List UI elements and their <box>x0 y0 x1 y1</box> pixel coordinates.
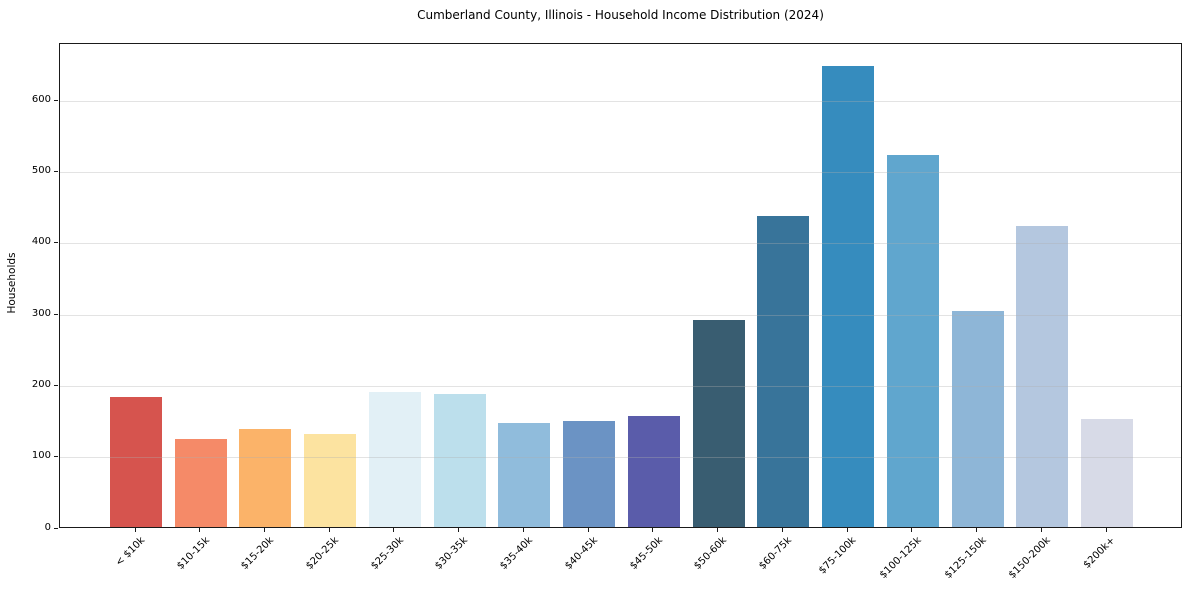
y-tick-mark <box>54 99 58 101</box>
x-tick-mark <box>134 528 136 532</box>
y-tick-mark <box>54 170 58 172</box>
bar-$45-50k <box>627 415 680 527</box>
x-tick-label-text: $60-75k <box>757 535 795 572</box>
x-tick-mark <box>911 528 913 532</box>
y-tick-label: 0 <box>44 521 51 533</box>
y-tick-label: 100 <box>31 450 51 462</box>
bar-$75-100k <box>822 66 875 527</box>
y-tick-mark <box>54 527 58 529</box>
bar-< $10k <box>110 397 162 527</box>
gridline-300 <box>60 314 1181 316</box>
x-tick-label-text: $75-100k <box>817 535 859 577</box>
bar-$100-125k <box>886 155 939 527</box>
x-tick-mark <box>1040 528 1042 532</box>
bar-$25-30k <box>368 392 421 527</box>
y-tick-mark <box>54 384 58 386</box>
x-tick-label-text: $200k+ <box>1081 535 1118 571</box>
x-tick-mark <box>328 528 330 532</box>
bar-$125-150k <box>951 310 1004 527</box>
bar-$50-60k <box>692 320 745 527</box>
gridline-200 <box>60 385 1181 387</box>
bar-$10-15k <box>174 439 227 527</box>
bar-$150-200k <box>1016 226 1069 527</box>
x-tick-label-text: $30-35k <box>433 535 471 572</box>
y-tick-mark <box>54 242 58 244</box>
x-tick-mark <box>781 528 783 532</box>
x-tick-mark <box>458 528 460 532</box>
x-tick-mark <box>846 528 848 532</box>
x-tick-label-text: $20-25k <box>304 535 341 572</box>
x-tick-mark <box>263 528 265 532</box>
x-tick-mark <box>1105 528 1107 532</box>
x-tick-mark <box>976 528 978 532</box>
plot-area <box>59 43 1182 528</box>
bar-$200k+ <box>1081 419 1133 527</box>
x-tick-label-text: $25-30k <box>368 535 406 572</box>
y-tick-label: 300 <box>31 307 51 319</box>
gridline-400 <box>60 243 1181 245</box>
x-tick-mark <box>393 528 395 532</box>
chart-title: Cumberland County, Illinois - Household … <box>417 8 824 22</box>
x-tick-mark <box>199 528 201 532</box>
bar-$35-40k <box>498 422 551 527</box>
y-tick-label: 500 <box>31 164 51 176</box>
bar-$15-20k <box>239 429 292 527</box>
x-tick-mark <box>717 528 719 532</box>
x-tick-label-text: < $10k <box>113 535 147 569</box>
gridline-500 <box>60 171 1181 173</box>
y-tick-mark <box>54 313 58 315</box>
x-tick-mark <box>587 528 589 532</box>
x-tick-mark <box>522 528 524 532</box>
x-tick-label-text: $45-50k <box>627 535 665 572</box>
x-tick-label-text: $100-125k <box>877 535 924 581</box>
bar-$30-35k <box>433 393 486 527</box>
x-tick-label-text: $150-200k <box>1007 535 1054 581</box>
x-tick-label-text: $35-40k <box>498 535 536 572</box>
bar-$60-75k <box>757 216 810 527</box>
x-tick-label-text: $50-60k <box>692 535 730 572</box>
x-tick-mark <box>652 528 654 532</box>
gridline-100 <box>60 457 1181 459</box>
y-tick-mark <box>54 456 58 458</box>
x-tick-label-text: $10-15k <box>174 535 212 572</box>
x-tick-label-text: $40-45k <box>562 535 600 572</box>
y-tick-label: 400 <box>31 236 51 248</box>
y-tick-label: 200 <box>31 378 51 390</box>
bar-$40-45k <box>563 421 616 527</box>
bar-$20-25k <box>304 434 357 527</box>
y-tick-label: 600 <box>31 93 51 105</box>
x-tick-label-text: $125-150k <box>942 535 989 581</box>
x-tick-label-text: $15-20k <box>239 535 277 572</box>
gridline-600 <box>60 100 1181 102</box>
